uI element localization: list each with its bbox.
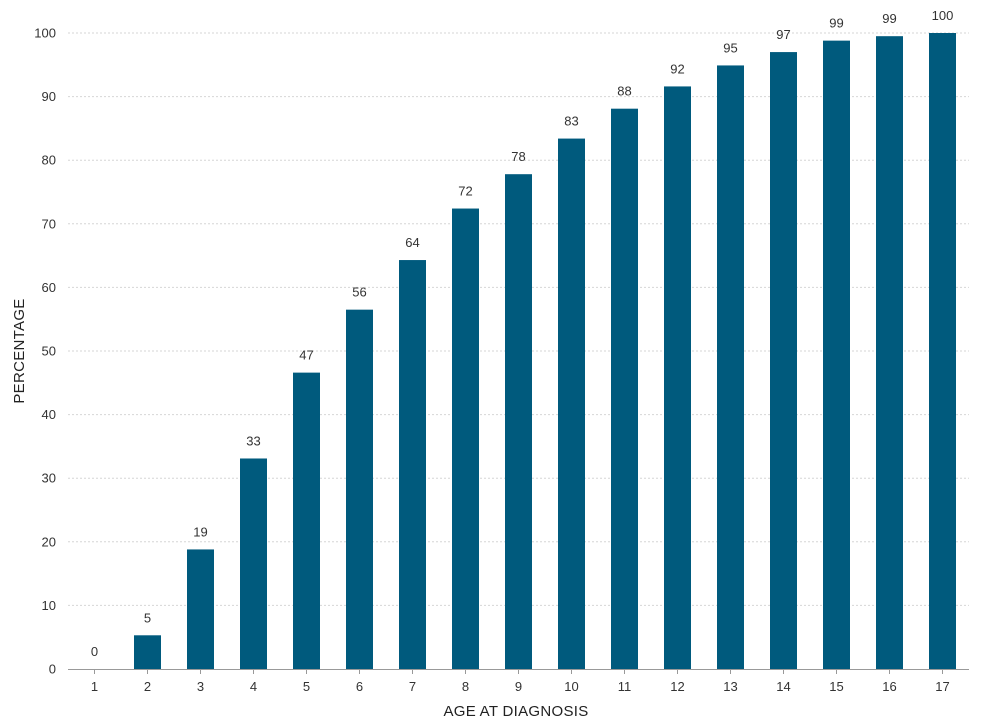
x-tick-label: 10	[564, 679, 578, 694]
bar	[823, 40, 850, 669]
x-axis-title: AGE AT DIAGNOSIS	[443, 703, 588, 720]
x-tick-label: 6	[356, 679, 363, 694]
data-label: 72	[458, 184, 472, 199]
data-label: 5	[144, 610, 151, 625]
bar	[346, 309, 373, 669]
x-tick-label: 7	[409, 679, 416, 694]
x-tick-label: 15	[829, 679, 843, 694]
y-tick-label: 0	[49, 662, 56, 677]
data-label: 92	[670, 61, 684, 76]
data-label: 47	[299, 348, 313, 363]
data-label: 99	[829, 16, 843, 31]
y-tick-label: 70	[42, 216, 56, 231]
bar	[505, 174, 532, 669]
bar	[717, 65, 744, 670]
data-label: 100	[932, 8, 954, 23]
bar	[876, 36, 903, 670]
bar	[558, 138, 585, 670]
data-label: 33	[246, 433, 260, 448]
y-tick-label: 100	[34, 26, 56, 41]
data-label: 83	[564, 114, 578, 129]
x-tick-label: 11	[618, 679, 632, 694]
x-tick-label: 17	[935, 679, 949, 694]
data-label: 56	[352, 285, 366, 300]
bars	[134, 33, 956, 670]
y-axis-ticks: 0 10 20 30 40 50 60 70 80 90 100	[34, 26, 56, 677]
y-tick-label: 80	[42, 153, 56, 168]
x-tick-label: 13	[723, 679, 737, 694]
y-tick-label: 40	[42, 407, 56, 422]
bar	[240, 458, 267, 669]
bar	[452, 208, 479, 669]
y-tick-label: 20	[42, 534, 56, 549]
bar	[664, 86, 691, 669]
y-tick-label: 90	[42, 89, 56, 104]
bar	[293, 372, 320, 669]
data-label: 97	[776, 27, 790, 42]
data-label: 88	[617, 84, 631, 99]
bar	[770, 52, 797, 669]
data-label: 99	[882, 11, 896, 26]
x-tick-label: 8	[462, 679, 469, 694]
y-axis-title: PERCENTAGE	[11, 298, 28, 403]
y-tick-label: 50	[42, 344, 56, 359]
bar	[929, 33, 956, 669]
x-tick-label: 3	[197, 679, 204, 694]
y-tick-label: 10	[42, 598, 56, 613]
bar	[611, 108, 638, 669]
bar	[187, 549, 214, 669]
x-tick-label: 16	[882, 679, 896, 694]
data-label: 78	[511, 149, 525, 164]
data-label: 64	[405, 235, 419, 250]
data-label: 19	[193, 524, 207, 539]
y-tick-label: 30	[42, 471, 56, 486]
x-axis-ticks: 1 2 3 4 5 6 7 8 9 10 11 12 13 14 15 16 17	[91, 669, 950, 694]
x-tick-label: 2	[144, 679, 151, 694]
bar	[134, 635, 161, 669]
data-labels: 0 5 19 33 47 56 64 72 78 83 88 92 95 97 99 99 100	[91, 8, 953, 659]
x-tick-label: 4	[250, 679, 257, 694]
x-tick-label: 9	[515, 679, 522, 694]
x-tick-label: 1	[91, 679, 98, 694]
y-tick-label: 60	[42, 280, 56, 295]
data-label: 0	[91, 644, 98, 659]
x-tick-label: 12	[670, 679, 684, 694]
x-tick-label: 5	[303, 679, 310, 694]
data-label: 95	[723, 40, 737, 55]
bar	[399, 260, 426, 669]
x-tick-label: 14	[776, 679, 790, 694]
